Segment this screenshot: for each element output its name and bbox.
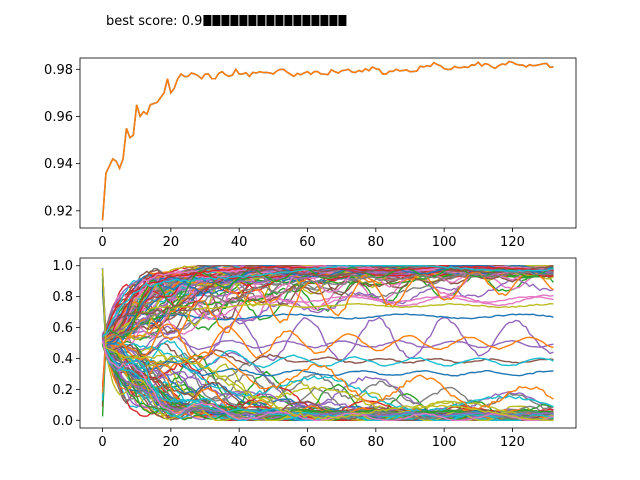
bottom-series-line <box>102 302 554 343</box>
bottom-series-line <box>102 267 554 338</box>
redaction-block <box>230 15 239 26</box>
redaction-block <box>203 15 212 26</box>
bottom-series-line <box>101 333 554 417</box>
top-x-tick-label: 80 <box>368 235 385 250</box>
bottom-x-tick-label: 60 <box>299 435 316 450</box>
redaction-block <box>257 15 266 26</box>
redaction-block <box>293 15 302 26</box>
top-x-tick-label: 120 <box>500 235 525 250</box>
redaction-block <box>320 15 329 26</box>
top-x-tick-label: 20 <box>163 235 180 250</box>
bottom-series-line <box>101 268 554 421</box>
bottom-x-tick-label: 80 <box>368 435 385 450</box>
top-axes-frame <box>79 57 577 229</box>
redaction-block <box>266 15 275 26</box>
redaction-block <box>212 15 221 26</box>
bottom-y-tick-label: 0.8 <box>52 290 73 305</box>
top-y-tick-label: 0.98 <box>44 63 73 78</box>
best-score-redaction <box>203 15 347 26</box>
bottom-series-line <box>102 265 554 338</box>
bottom-series-line <box>101 323 554 393</box>
top-x-tick-label: 40 <box>231 235 248 250</box>
bottom-series-line <box>101 342 554 421</box>
bottom-axes-frame <box>79 257 577 429</box>
bottom-series-line <box>102 340 554 377</box>
bottom-y-tick-label: 0.4 <box>52 352 73 367</box>
bottom-y-tick-label: 0.0 <box>52 414 73 429</box>
top-chart: 0 20 40 60 80 100 120 0.92 0.94 0.96 0.98 <box>44 57 577 250</box>
bottom-plot-area <box>101 265 554 421</box>
bottom-x-tick-label: 40 <box>231 435 248 450</box>
bottom-series-line <box>102 278 554 347</box>
bottom-series-line <box>102 335 554 371</box>
bottom-y-tick-label: 0.6 <box>52 321 73 336</box>
redaction-block <box>221 15 230 26</box>
top-series-line-overlay <box>101 60 554 221</box>
bottom-x-tick-label: 20 <box>163 435 180 450</box>
top-x-tick-label: 100 <box>432 235 457 250</box>
bottom-series-line <box>101 340 554 421</box>
redaction-block <box>311 15 320 26</box>
bottom-series-line <box>102 265 554 339</box>
top-x-tick-label: 60 <box>299 235 316 250</box>
bottom-series-line <box>102 271 554 340</box>
redaction-block <box>248 15 257 26</box>
best-score-text: best score: 0.9 <box>106 14 202 29</box>
bottom-series-line <box>101 265 554 340</box>
bottom-x-tick-label: 0 <box>98 435 106 450</box>
bottom-x-tick-label: 100 <box>432 435 457 450</box>
bottom-y-tick-label: 1.0 <box>52 259 73 274</box>
redaction-block <box>239 15 248 26</box>
bottom-chart: 0 20 40 60 80 100 120 0.0 0.2 0.4 0.6 0.8 1.0 <box>52 257 577 450</box>
redaction-block <box>329 15 338 26</box>
bottom-y-tick-label: 0.2 <box>52 383 73 398</box>
top-x-tick-label: 0 <box>98 235 106 250</box>
redaction-block <box>302 15 311 26</box>
redaction-block <box>284 15 293 26</box>
bottom-x-tick-label: 120 <box>500 435 525 450</box>
bottom-series-line <box>102 342 554 413</box>
redaction-block <box>275 15 284 26</box>
top-series-line <box>101 60 554 221</box>
top-plot-area <box>101 60 554 221</box>
top-y-tick-label: 0.92 <box>44 204 73 219</box>
redaction-block <box>338 15 347 26</box>
top-y-tick-label: 0.94 <box>44 157 73 172</box>
top-y-tick-label: 0.96 <box>44 110 73 125</box>
